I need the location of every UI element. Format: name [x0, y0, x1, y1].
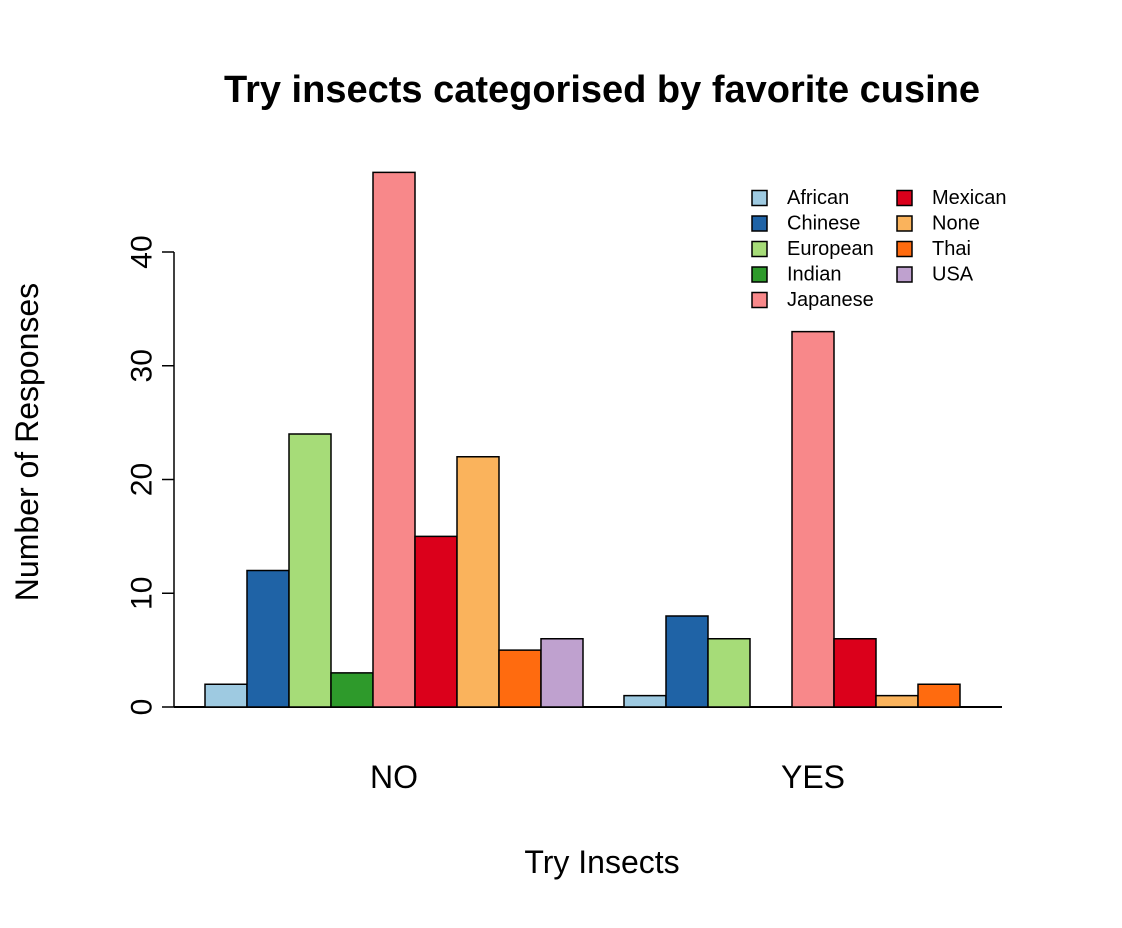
legend-swatch-chinese: [751, 215, 768, 232]
legend-label-none: None: [932, 213, 980, 235]
bar-no-usa: [540, 638, 584, 708]
legend-label-chinese: Chinese: [787, 213, 860, 235]
bar-yes-thai: [917, 683, 961, 708]
legend-label-usa: USA: [932, 264, 974, 286]
legend-swatch-mexican: [896, 189, 913, 207]
legend-swatch-japanese: [751, 291, 768, 309]
bar-yes-none: [875, 694, 919, 708]
bar-yes-mexican: [833, 638, 877, 708]
bar-no-none: [456, 456, 500, 708]
bar-no-european: [288, 433, 332, 708]
legend-swatch-none: [896, 215, 913, 232]
legend-label-thai: Thai: [932, 238, 971, 260]
legend-swatch-african: [751, 189, 768, 207]
legend-swatch-usa: [896, 266, 913, 283]
chart-title: Try insects categorised by favorite cusi…: [224, 69, 980, 111]
y-axis: 0 10 20 30 40: [126, 235, 175, 715]
legend-label-african: African: [787, 187, 849, 209]
x-tick-labels: NO YES: [370, 759, 845, 795]
legend-label-european: European: [787, 238, 874, 260]
bar-no-japanese: [372, 171, 416, 708]
bars: [174, 171, 1002, 708]
x-axis-label: Try Insects: [524, 844, 679, 880]
bar-yes-japanese: [791, 330, 835, 708]
x-tick-label-no: NO: [370, 759, 418, 795]
bar-yes-african: [623, 694, 667, 708]
y-tick-label: 0: [126, 699, 159, 716]
legend: African Chinese European Indian Japanese Mexi…: [751, 187, 1006, 311]
bar-no-thai: [498, 649, 542, 708]
y-tick-label: 20: [126, 463, 159, 496]
y-axis-label: Number of Responses: [9, 283, 45, 601]
bar-yes-chinese: [665, 615, 709, 708]
legend-swatch-thai: [896, 240, 913, 258]
legend-label-mexican: Mexican: [932, 187, 1006, 209]
legend-label-japanese: Japanese: [787, 289, 874, 311]
bar-no-mexican: [414, 535, 458, 708]
y-tick-label: 40: [126, 235, 159, 268]
bar-yes-european: [707, 638, 751, 708]
bar-no-african: [204, 683, 248, 708]
y-tick-label: 30: [126, 349, 159, 382]
bar-no-chinese: [246, 569, 290, 708]
x-tick-label-yes: YES: [781, 759, 845, 795]
legend-swatch-european: [751, 240, 768, 258]
legend-label-indian: Indian: [787, 264, 842, 286]
y-tick-label: 10: [126, 577, 159, 610]
bar-no-indian: [330, 672, 374, 708]
legend-swatch-indian: [751, 266, 768, 283]
